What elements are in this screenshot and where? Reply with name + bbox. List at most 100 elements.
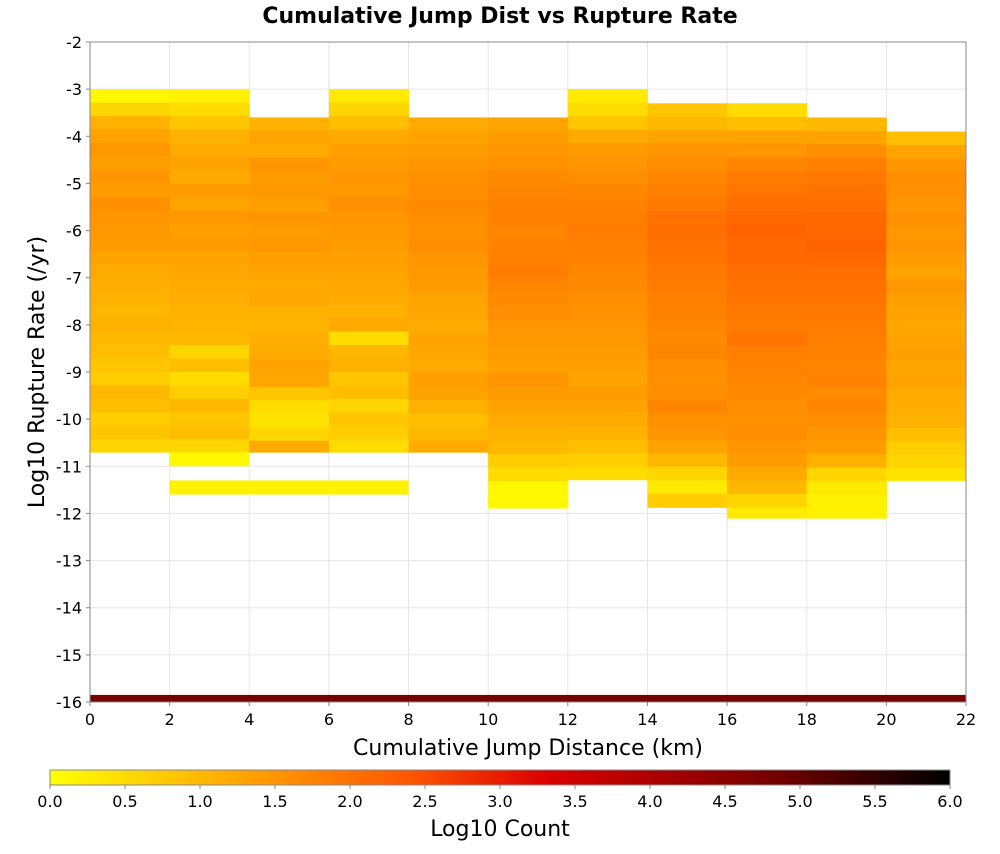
heatmap-cell — [727, 130, 808, 145]
heatmap-cell — [647, 224, 728, 239]
heatmap-cell — [727, 170, 808, 185]
heatmap-cell — [806, 198, 887, 213]
heatmap-cell — [249, 413, 330, 428]
heatmap-cell — [567, 223, 648, 238]
heatmap-cell — [328, 331, 410, 346]
heatmap-cell — [727, 237, 808, 252]
heatmap-cell — [647, 372, 728, 387]
x-tick-label: 6 — [324, 710, 334, 729]
heatmap-cell — [328, 250, 410, 265]
heatmap-cell — [647, 264, 728, 279]
heatmap-cell — [90, 237, 171, 252]
heatmap-cell — [806, 319, 887, 334]
heatmap-cell — [408, 440, 489, 453]
colorbar-tick-label: 2.0 — [337, 792, 362, 811]
heatmap-cell — [567, 345, 648, 360]
heatmap-cell — [488, 265, 569, 280]
heatmap-cell — [886, 427, 967, 442]
heatmap-cell — [727, 345, 808, 360]
heatmap-cell — [169, 89, 250, 104]
heatmap-cell — [567, 129, 648, 144]
heatmap-cell — [727, 251, 808, 266]
heatmap-cell — [328, 398, 410, 413]
heatmap-cell — [90, 264, 171, 279]
heatmap-cell — [727, 493, 808, 508]
heatmap-cell — [647, 305, 728, 320]
heatmap-cell — [249, 184, 330, 199]
heatmap-cell — [886, 454, 967, 469]
heatmap-cell — [249, 400, 330, 415]
heatmap-cell — [647, 359, 728, 374]
heatmap-cell — [169, 398, 250, 413]
heatmap-cell — [169, 331, 250, 346]
heatmap-cell — [727, 318, 808, 333]
heatmap-cell — [567, 385, 648, 400]
heatmap-cell — [249, 319, 330, 334]
y-tick-label: -10 — [56, 410, 82, 429]
heatmap-cell — [567, 89, 648, 104]
heatmap-cell — [488, 171, 569, 186]
heatmap-cell — [647, 130, 728, 145]
colorbar-tick-label: 5.5 — [862, 792, 887, 811]
heatmap-cell — [169, 169, 250, 184]
heatmap-cell — [727, 197, 808, 212]
heatmap-cell — [806, 265, 887, 280]
heatmap-cell — [806, 346, 887, 361]
heatmap-cell — [567, 264, 648, 279]
heatmap-cell — [806, 171, 887, 186]
heatmap-cell — [886, 266, 967, 281]
heatmap-cell — [328, 412, 410, 427]
heatmap-cell — [727, 184, 808, 199]
colorbar-tick-label: 0.5 — [112, 792, 137, 811]
heatmap-cell — [90, 102, 171, 117]
heatmap-cell — [249, 373, 330, 388]
heatmap-cell — [488, 400, 569, 415]
heatmap-cell — [408, 184, 489, 199]
y-axis-label: Log10 Rupture Rate (/yr) — [25, 236, 50, 508]
heatmap-cell — [567, 143, 648, 157]
heatmap-cell — [806, 400, 887, 415]
heatmap-cell — [806, 481, 887, 496]
heatmap-cell — [488, 211, 569, 226]
heatmap-cell — [488, 157, 569, 172]
x-tick-label: 12 — [558, 710, 578, 729]
heatmap-cell — [90, 250, 171, 265]
heatmap-cell — [249, 117, 330, 132]
heatmap-cell — [488, 440, 569, 455]
heatmap-cell — [647, 318, 728, 333]
heatmap-cell — [328, 156, 410, 171]
heatmap-cell — [727, 453, 808, 468]
heatmap-cell — [169, 412, 250, 427]
heatmap-cell — [408, 171, 489, 186]
heatmap-cell — [408, 117, 489, 132]
heatmap-cell — [886, 414, 967, 429]
heatmap-cell — [169, 210, 250, 225]
heatmap-cell — [328, 223, 410, 238]
heatmap-cell — [727, 291, 808, 306]
heatmap-cell — [169, 102, 250, 117]
heatmap-cell — [90, 398, 171, 413]
heatmap-cell — [488, 130, 569, 145]
heatmap-cell — [90, 331, 171, 346]
heatmap-cell — [647, 197, 728, 212]
heatmap-cell — [328, 129, 410, 144]
colorbar-tick-label: 6.0 — [937, 792, 962, 811]
heatmap-cell — [249, 144, 330, 159]
heatmap-cell — [806, 305, 887, 320]
heatmap-cell — [90, 439, 171, 453]
heatmap-cell — [727, 426, 808, 441]
heatmap-cell — [567, 466, 648, 481]
y-tick-label: -7 — [66, 269, 82, 288]
heatmap-cell — [249, 346, 330, 361]
heatmap-cell — [567, 196, 648, 211]
heatmap-cell — [886, 279, 967, 294]
heatmap-cell — [169, 480, 409, 495]
heatmap-cell — [90, 156, 171, 171]
heatmap-cell — [488, 198, 569, 213]
heatmap-cell — [249, 130, 330, 145]
heatmap-cell — [408, 413, 489, 428]
heatmap-cell — [806, 130, 887, 145]
heatmap-cell — [727, 440, 808, 454]
heatmap-cell — [328, 143, 410, 157]
